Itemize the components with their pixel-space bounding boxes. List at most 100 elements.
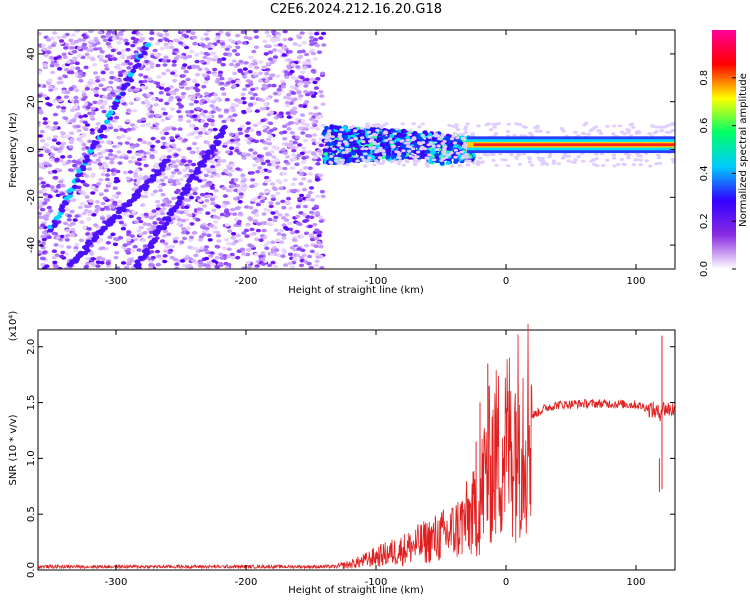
noise-speck (178, 177, 184, 182)
noise-speck (150, 136, 156, 141)
halo-speck (540, 162, 545, 166)
noise-speck (118, 32, 124, 37)
noise-speck (104, 173, 110, 177)
halo-speck (405, 160, 410, 164)
halo-speck (384, 139, 389, 142)
halo-speck (476, 124, 481, 128)
halo-speck (391, 144, 397, 148)
ridge-point (97, 128, 104, 134)
noise-speck (272, 55, 279, 59)
noise-speck (132, 171, 139, 176)
y-tick-label: 0 (26, 146, 37, 152)
noise-speck (189, 195, 195, 200)
noise-speck (173, 38, 179, 43)
halo-speck (406, 149, 412, 153)
noise-speck (260, 257, 266, 262)
noise-speck (207, 99, 213, 103)
noise-speck (138, 73, 144, 77)
signal-speck (385, 155, 391, 160)
noise-speck (138, 232, 144, 237)
noise-speck (145, 67, 151, 72)
noise-speck (189, 150, 195, 155)
noise-speck (181, 168, 188, 173)
halo-speck (451, 124, 456, 128)
noise-speck (84, 52, 90, 57)
noise-speck (43, 143, 50, 147)
noise-speck (219, 76, 225, 81)
noise-speck (129, 234, 135, 238)
noise-speck (287, 221, 293, 226)
colorbar-label: Normalized spectral amplitude (738, 73, 749, 227)
signal-speck (421, 153, 427, 158)
noise-speck (186, 119, 192, 124)
noise-speck (38, 153, 44, 158)
ridge-point (135, 62, 142, 68)
noise-speck (53, 56, 59, 61)
noise-speck (130, 127, 136, 131)
halo-speck (420, 134, 426, 137)
noise-speck (227, 229, 233, 233)
noise-speck (54, 157, 60, 162)
noise-speck (92, 71, 99, 75)
noise-speck (115, 169, 121, 174)
noise-speck (209, 174, 215, 179)
noise-speck (272, 91, 278, 96)
noise-speck (90, 185, 96, 190)
noise-speck (246, 265, 253, 269)
noise-speck (275, 74, 281, 78)
noise-speck (150, 144, 156, 149)
noise-speck (58, 146, 64, 151)
noise-speck (153, 53, 159, 57)
halo-speck (415, 155, 420, 159)
noise-speck (217, 73, 223, 78)
noise-speck (245, 121, 251, 125)
noise-speck (301, 146, 307, 150)
noise-speck (308, 31, 314, 36)
halo-speck (457, 164, 462, 168)
noise-speck (270, 260, 276, 265)
ridge-point (102, 225, 108, 231)
noise-speck (69, 98, 75, 103)
noise-speck (247, 70, 253, 74)
noise-speck (318, 219, 324, 223)
noise-speck (102, 196, 108, 201)
noise-speck (41, 215, 48, 220)
noise-speck (255, 159, 261, 163)
halo-speck (498, 152, 503, 156)
noise-speck (81, 225, 88, 230)
noise-speck (293, 145, 299, 150)
noise-speck (111, 30, 117, 35)
noise-speck (230, 184, 236, 188)
noise-speck (239, 247, 246, 252)
noise-speck (169, 174, 175, 179)
noise-speck (140, 123, 146, 128)
noise-speck (195, 195, 201, 200)
noise-speck (199, 59, 205, 64)
noise-speck (105, 241, 111, 245)
noise-speck (162, 63, 168, 67)
noise-speck (50, 145, 56, 150)
noise-speck (197, 264, 203, 268)
noise-speck (85, 261, 91, 266)
noise-speck (230, 255, 236, 260)
noise-speck (238, 192, 244, 196)
noise-speck (265, 159, 271, 164)
noise-speck (285, 200, 291, 205)
ridge-point (145, 42, 152, 48)
halo-speck (437, 137, 442, 141)
noise-speck (161, 59, 167, 63)
noise-speck (174, 88, 180, 92)
halo-speck (582, 123, 587, 127)
noise-speck (298, 193, 305, 198)
noise-speck (281, 46, 287, 50)
noise-speck (212, 127, 218, 132)
halo-speck (354, 154, 359, 158)
noise-speck (320, 123, 326, 128)
noise-speck (193, 117, 199, 122)
noise-speck (166, 155, 172, 159)
noise-speck (286, 92, 292, 97)
ridge-point (111, 214, 118, 219)
noise-speck (277, 166, 283, 171)
noise-speck (182, 138, 188, 142)
halo-speck (637, 154, 642, 157)
